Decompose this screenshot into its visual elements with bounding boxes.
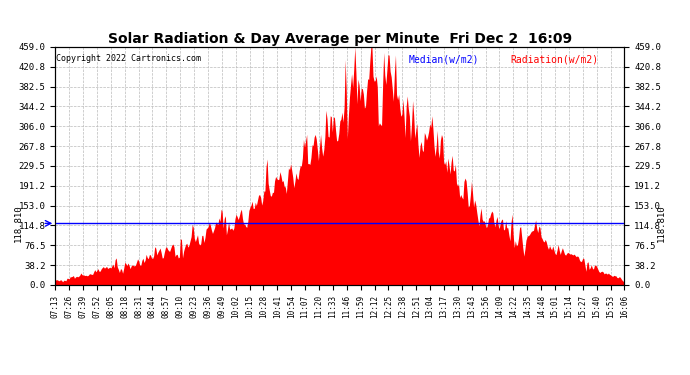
Text: Copyright 2022 Cartronics.com: Copyright 2022 Cartronics.com (56, 54, 201, 63)
Text: 118.810: 118.810 (657, 204, 666, 242)
Title: Solar Radiation & Day Average per Minute  Fri Dec 2  16:09: Solar Radiation & Day Average per Minute… (108, 32, 572, 46)
Text: Median(w/m2): Median(w/m2) (408, 54, 479, 64)
Text: 118.810: 118.810 (14, 204, 23, 242)
Text: Radiation(w/m2): Radiation(w/m2) (511, 54, 599, 64)
